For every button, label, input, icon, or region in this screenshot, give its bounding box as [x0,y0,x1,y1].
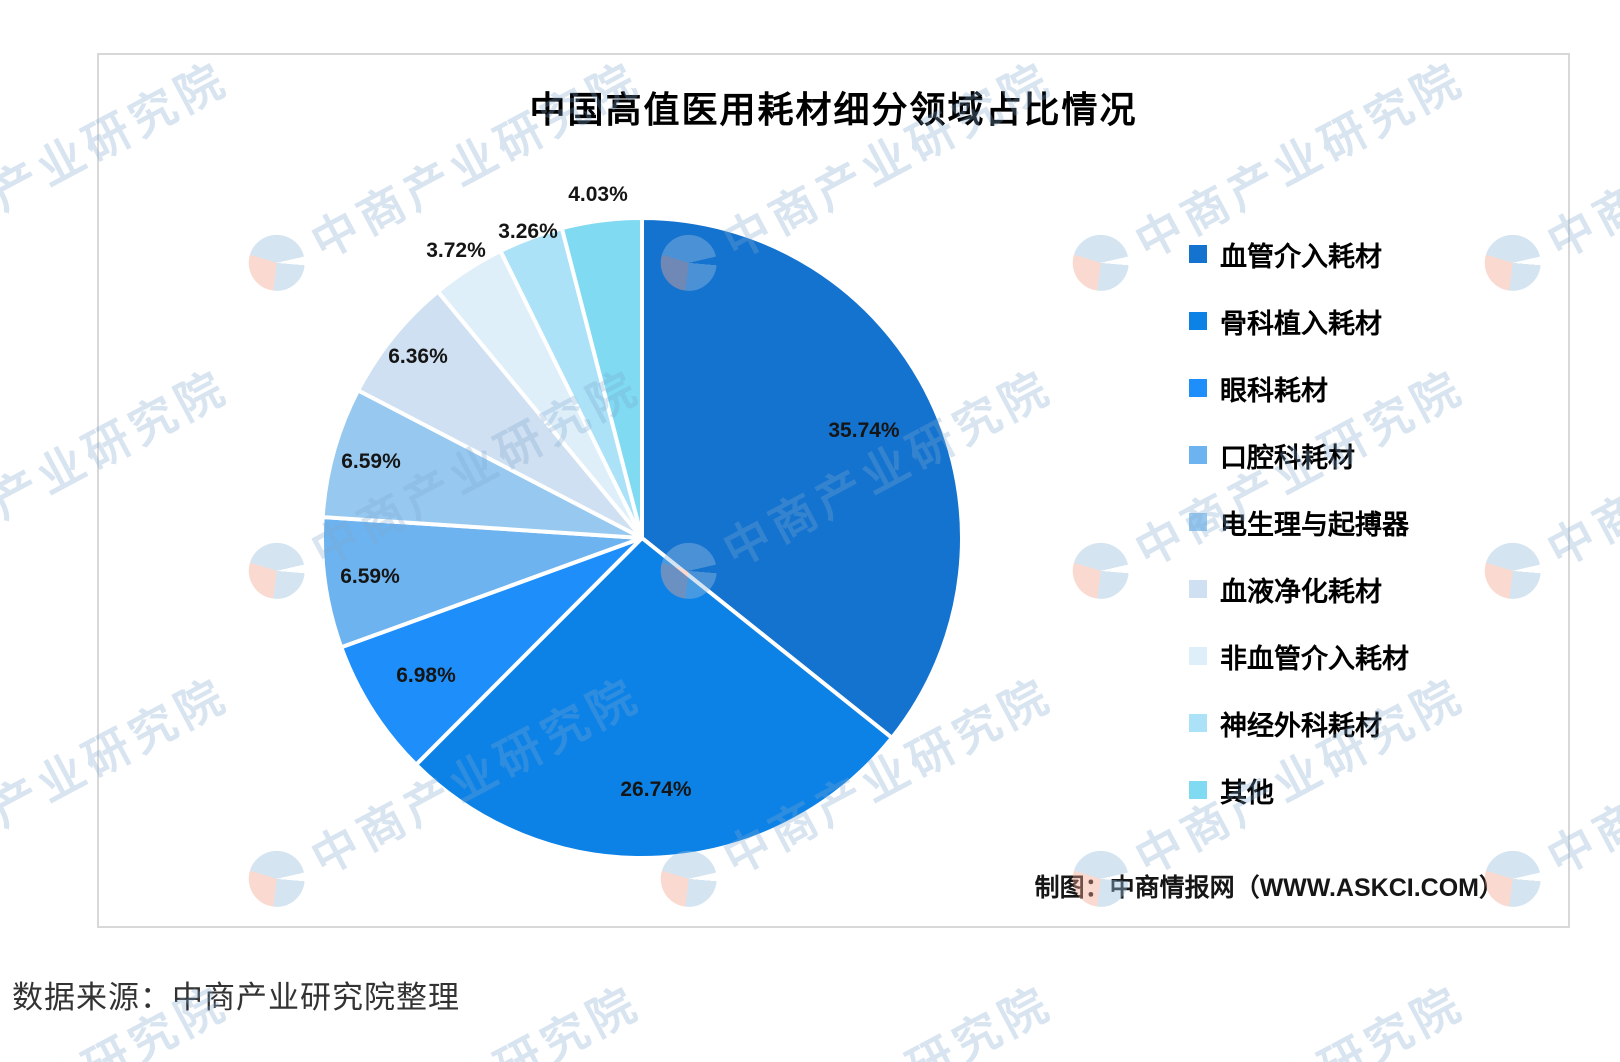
pie-slice-3 [320,515,644,650]
pie-slice-5 [356,289,644,540]
legend-swatch-icon [1189,714,1207,732]
slice-label-3: 6.59% [340,565,400,588]
pie-slice-8 [559,216,644,540]
watermark-text: 中商产业研究院 [1534,967,1620,1062]
legend-label: 电生理与起搏器 [1220,509,1409,540]
legend-label: 眼科耗材 [1220,375,1328,406]
legend-item-7: 神经外科耗材 [1189,708,1409,741]
watermark: 中商产业研究院 [649,967,1063,1062]
legend-label: 口腔科耗材 [1220,442,1355,473]
legend-swatch-icon [1189,379,1207,397]
legend-item-0: 血管介入耗材 [1189,239,1409,272]
pie-slice-0 [640,216,964,740]
legend-swatch-icon [1189,312,1207,330]
legend-item-5: 血液净化耗材 [1189,574,1409,607]
legend-swatch-icon [1189,647,1207,665]
watermark: 中商产业研究院 [1061,967,1475,1062]
legend-swatch-icon [1189,513,1207,531]
legend-item-4: 电生理与起搏器 [1189,507,1409,540]
legend-label: 血液净化耗材 [1220,576,1382,607]
slice-label-4: 6.59% [341,450,401,473]
legend-item-6: 非血管介入耗材 [1189,641,1409,674]
legend: 血管介入耗材 骨科植入耗材 眼科耗材口腔科耗材电生理与起搏器 血液净化耗材 非血管介入耗… [1189,239,1409,842]
legend-label: 非血管介入耗材 [1220,643,1409,674]
legend-label: 骨科植入耗材 [1220,308,1382,339]
pie-slice-2 [339,536,644,767]
slice-label-2: 6.98% [396,664,456,687]
legend-item-3: 口腔科耗材 [1189,440,1409,473]
pie-slice-1 [414,536,894,860]
legend-swatch-icon [1189,245,1207,263]
chart-credit: 制图：中商情报网（WWW.ASKCI.COM） [1034,874,1504,902]
legend-label: 其他 [1220,777,1274,808]
legend-swatch-icon [1189,446,1207,464]
watermark-text: 中商产业研究院 [1122,967,1474,1062]
legend-item-1: 骨科植入耗材 [1189,306,1409,339]
legend-swatch-icon [1189,580,1207,598]
pie-chart [320,216,964,860]
legend-item-8: 其他 [1189,775,1409,808]
chart-title: 中国高值医用耗材细分领域占比情况 [529,89,1138,130]
slice-label-8: 4.03% [568,183,628,206]
slice-label-5: 6.36% [388,345,448,368]
chart-panel: 中国高值医用耗材细分领域占比情况 35.74% 26.74% 6.98% 6.59% 6… [97,53,1570,928]
legend-swatch-icon [1189,781,1207,799]
legend-item-2: 眼科耗材 [1189,373,1409,406]
slice-label-0: 35.74% [828,419,900,442]
legend-label: 血管介入耗材 [1220,241,1382,272]
slice-label-1: 26.74% [620,778,692,801]
data-source-note: 数据来源：中商产业研究院整理 [12,980,460,1015]
pie-slice-4 [320,388,644,540]
slice-label-6: 3.72% [426,239,486,262]
watermark: 中商产业研究院 [1473,967,1620,1062]
watermark-text: 中商产业研究院 [710,967,1062,1062]
slice-label-7: 3.26% [498,220,558,243]
legend-label: 神经外科耗材 [1220,710,1382,741]
